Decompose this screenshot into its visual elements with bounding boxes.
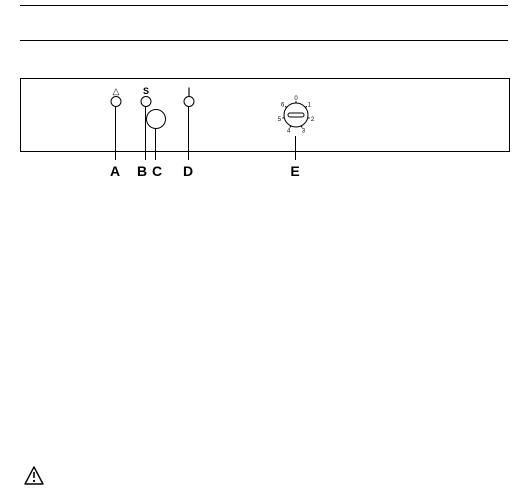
rule-top [20, 5, 508, 6]
svg-text:2: 2 [311, 117, 315, 123]
svg-text:6: 6 [281, 102, 285, 108]
warning-icon [24, 466, 44, 491]
control-d: | [184, 84, 195, 107]
dial-slot [288, 113, 304, 117]
label-c: C [152, 163, 162, 179]
control-e-dial[interactable]: 0 1 2 3 4 5 6 [274, 93, 318, 137]
leader-d [188, 106, 189, 160]
leader-c [155, 128, 156, 160]
svg-text:0: 0 [294, 96, 298, 102]
bar-icon: | [188, 84, 191, 96]
rule-2 [20, 40, 508, 41]
led-a [111, 96, 122, 107]
label-d: D [183, 163, 193, 179]
leader-a [115, 106, 116, 160]
control-a: △ [111, 84, 122, 107]
led-d [184, 96, 195, 107]
svg-text:3: 3 [302, 128, 306, 134]
svg-text:1: 1 [308, 102, 312, 108]
leader-e [295, 136, 296, 160]
triangle-icon: △ [113, 84, 120, 96]
letter-s-icon: S [143, 84, 149, 96]
svg-text:5: 5 [278, 117, 282, 123]
push-button[interactable] [146, 109, 166, 129]
control-b: S [141, 84, 152, 107]
label-a: A [110, 163, 120, 179]
led-b [141, 96, 152, 107]
label-b: B [137, 163, 147, 179]
control-c[interactable] [146, 109, 166, 129]
leader-b [145, 106, 146, 160]
dial-scale: 0 1 2 3 4 5 6 [276, 96, 316, 136]
svg-text:4: 4 [287, 128, 291, 134]
control-panel: △ S | 0 1 2 3 4 5 6 [20, 78, 510, 152]
label-e: E [290, 163, 299, 179]
